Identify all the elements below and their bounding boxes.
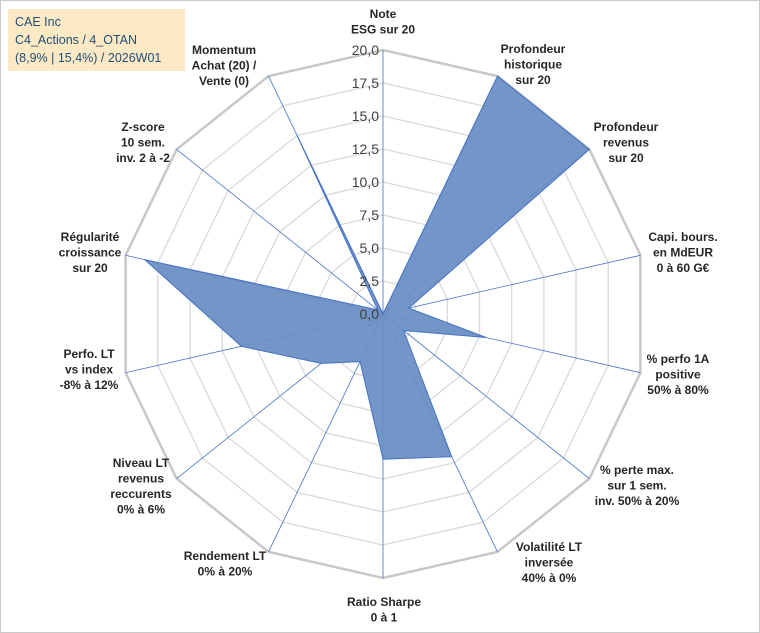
axis-label-5: % perte max. sur 1 sem. inv. 50% à 20%	[595, 463, 680, 508]
axis-label-7: Ratio Sharpe 0 à 1	[347, 595, 421, 625]
tick-label-7: 17,5	[352, 75, 379, 91]
tick-label-4: 10,0	[352, 174, 379, 190]
axis-label-13: Momentum Achat (20) / Vente (0)	[192, 43, 257, 88]
tick-label-8: 20,0	[352, 42, 379, 58]
axis-label-10: Perfo. LT vs index -8% à 12%	[60, 347, 119, 392]
radar-tick-labels: 0,0 2,5 5,0 7,5 10,0 12,5 15,0 17,5 20,0	[352, 42, 379, 322]
axis-label-8: Rendement LT 0% à 20%	[184, 549, 267, 579]
performance-week: (8,9% | 15,4%) / 2026W01	[15, 51, 162, 65]
axis-label-12: Z-score 10 sem. inv. 2 à -2	[116, 120, 170, 165]
axis-label-3: Capi. bours. en MdEUR 0 à 60 G€	[648, 230, 717, 275]
tick-label-2: 5,0	[360, 240, 380, 256]
portfolio-path: C4_Actions / 4_OTAN	[15, 33, 138, 47]
radar-axis-labels: Note ESG sur 20 Profondeur historique sur 20…	[59, 7, 718, 625]
axis-label-2: Profondeur revenus sur 20	[594, 120, 659, 165]
axis-label-6: Volatilité LT inversée 40% à 0%	[516, 540, 583, 585]
axis-label-11: Régularité croissance sur 20	[59, 230, 122, 275]
spoke-5	[382, 313, 590, 479]
tick-label-6: 15,0	[352, 108, 379, 124]
spoke-3	[382, 254, 641, 315]
tick-label-1: 2,5	[360, 273, 380, 289]
spoke-12	[176, 149, 384, 315]
tick-label-3: 7,5	[360, 207, 380, 223]
company-name: CAE Inc	[15, 15, 61, 29]
axis-label-9: Niveau LT revenus reccurents 0% à 6%	[110, 456, 172, 517]
chart-title-box: CAE Inc C4_Actions / 4_OTAN (8,9% | 15,4…	[8, 9, 185, 71]
axis-label-0: Note ESG sur 20	[351, 7, 415, 37]
tick-label-5: 12,5	[352, 141, 379, 157]
radar-series	[143, 75, 591, 460]
axis-label-4: % perfo 1A positive 50% à 80%	[647, 352, 710, 397]
axis-label-1: Profondeur historique sur 20	[501, 42, 566, 87]
tick-label-0: 0,0	[360, 306, 380, 322]
